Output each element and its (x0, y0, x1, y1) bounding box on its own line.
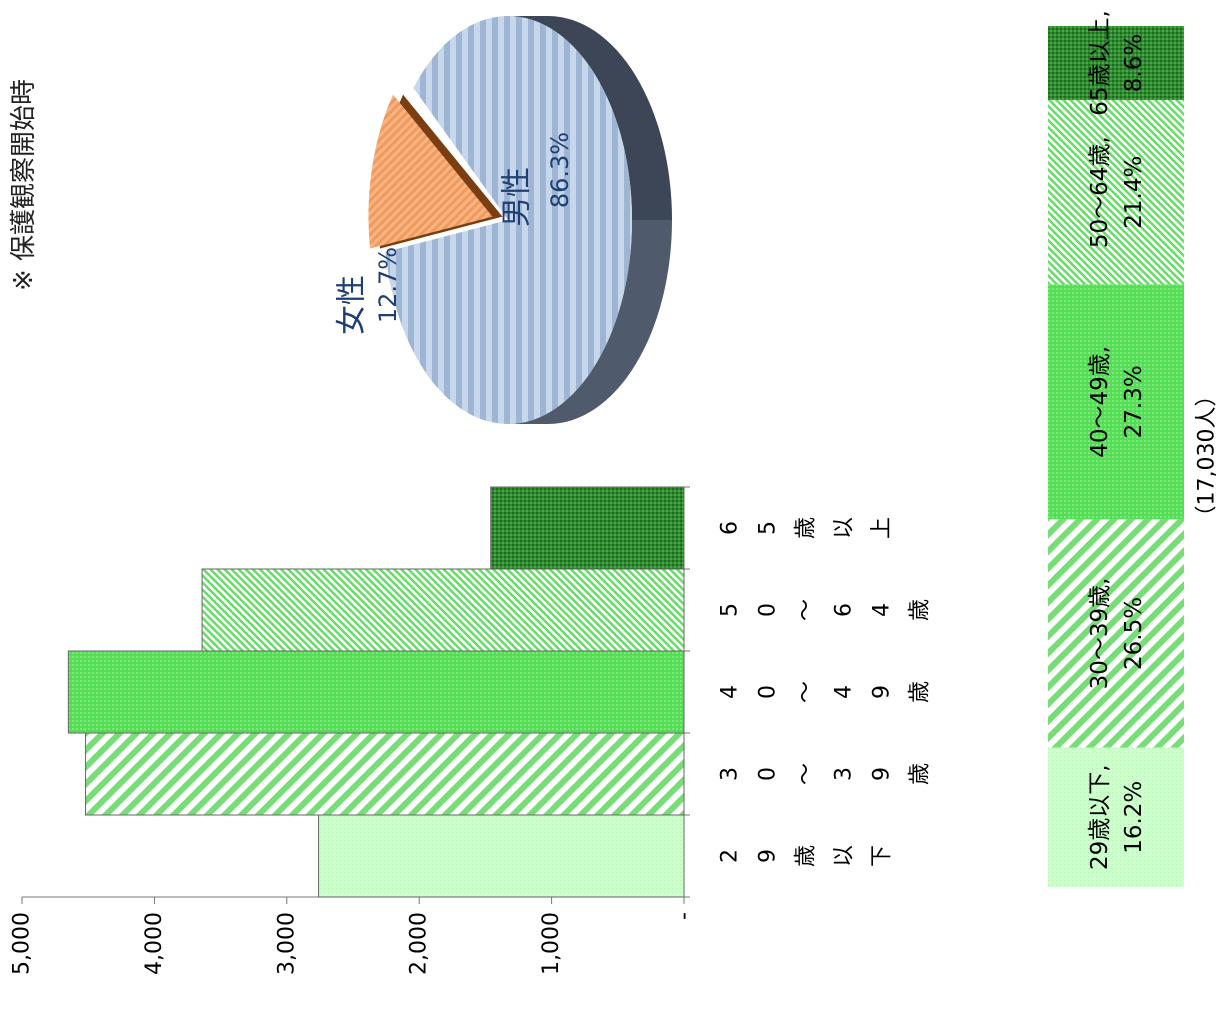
value-tick-label: 3,000 (274, 912, 299, 975)
bar-4 (201, 568, 685, 652)
value-tick-label: 2,000 (407, 912, 432, 975)
stack-segment-1 (1048, 747, 1184, 887)
category-label-char: 4 (832, 685, 857, 699)
male-pct: 86.3% (546, 132, 574, 208)
category-label-char: 歳 (794, 845, 819, 867)
value-tick-label: 4,000 (142, 912, 167, 975)
female-slice (368, 94, 493, 249)
category-label-char: 2 (718, 849, 743, 863)
category-label-char: 0 (756, 685, 781, 699)
segment-pct: 8.6% (1121, 34, 1147, 92)
segment-label: 29歳以下, (1087, 764, 1113, 870)
segment-pct: 21.4% (1121, 156, 1147, 229)
segment-label: 50～64歳, (1087, 136, 1113, 248)
category-label-char: 4 (718, 685, 743, 699)
segment-pct: 27.3% (1121, 365, 1147, 438)
category-label-char: 下 (870, 845, 895, 867)
gender-pie-chart: 男性 86.3% 女性 12.7% (335, 16, 672, 425)
male-slice (385, 16, 633, 425)
category-label-char: 4 (870, 603, 895, 617)
age-bar-chart: -1,0002,0003,0004,0005,0002 9 歳以下3 0 ～ 3 9 歳4 0 ～… (10, 486, 933, 975)
category-label-char: ～ (794, 763, 819, 785)
stack-segment-4 (1048, 100, 1184, 285)
category-label-char: 9 (870, 767, 895, 781)
value-tick-label: 5,000 (10, 912, 35, 975)
category-label-char: ～ (794, 599, 819, 621)
stack-segment-2 (1048, 519, 1184, 748)
category-label-char: 歳 (794, 517, 819, 539)
category-label-char: 9 (756, 849, 781, 863)
category-label-char: 9 (870, 685, 895, 699)
category-label-char: 6 (718, 521, 743, 535)
stack-segment-5 (1048, 26, 1184, 101)
segment-pct: 16.2% (1121, 781, 1147, 854)
category-label-char: ～ (794, 681, 819, 703)
category-label-char: 6 (832, 603, 857, 617)
category-label-char: 歳 (908, 763, 933, 785)
category-label-char: 5 (718, 603, 743, 617)
category-label-char: 以 (832, 845, 857, 867)
value-tick-label: - (672, 912, 697, 920)
male-slice-side-top (508, 16, 672, 220)
category-label-char: 5 (756, 521, 781, 535)
segment-label: 65歳以上, (1087, 10, 1113, 116)
category-label-char: 歳 (908, 681, 933, 703)
category-label-char: 0 (756, 603, 781, 617)
category-label-char: 3 (718, 767, 743, 781)
category-label-char: 以 (832, 517, 857, 539)
category-label-char: 歳 (908, 599, 933, 621)
female-pct: 12.7% (374, 247, 402, 323)
category-label-char: 0 (756, 767, 781, 781)
age-stacked-bar: 29歳以下, 16.2% 30～39歳, 26.5% 40～49歳, 27.3% 50～64… (1048, 10, 1220, 887)
male-slice-side (508, 220, 672, 424)
category-label-char: 上 (870, 517, 895, 539)
segment-pct: 26.5% (1121, 597, 1147, 670)
bar-2 (85, 732, 685, 816)
total-label: （17,030人） (1195, 385, 1220, 528)
segment-label: 40～49歳, (1087, 346, 1113, 458)
bar-5 (490, 486, 685, 570)
stack-segment-3 (1048, 284, 1184, 520)
category-label-char: 3 (832, 767, 857, 781)
observation-note: ※ 保護観察開始時 (9, 79, 39, 291)
bar-3 (67, 650, 685, 734)
bar-1 (318, 814, 685, 898)
value-tick-label: 1,000 (539, 912, 564, 975)
segment-label: 30～39歳, (1087, 578, 1113, 690)
male-label: 男性 (500, 167, 535, 227)
female-label: 女性 (335, 275, 370, 335)
